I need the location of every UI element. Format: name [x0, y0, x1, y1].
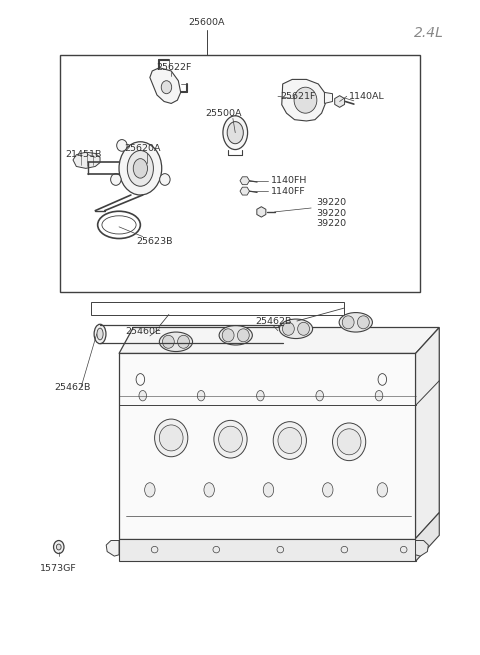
Ellipse shape	[160, 174, 170, 185]
Ellipse shape	[227, 122, 243, 143]
Polygon shape	[257, 207, 266, 217]
Text: 1140AL: 1140AL	[349, 92, 385, 101]
Ellipse shape	[342, 316, 354, 329]
Ellipse shape	[298, 322, 310, 335]
Text: 1140FH: 1140FH	[271, 176, 307, 185]
Text: 25600A: 25600A	[189, 18, 225, 28]
Ellipse shape	[279, 319, 312, 339]
Ellipse shape	[161, 81, 172, 94]
Ellipse shape	[159, 425, 183, 451]
Text: 1573GF: 1573GF	[40, 564, 77, 573]
Bar	[60, 55, 420, 291]
Text: 25500A: 25500A	[205, 109, 241, 119]
Ellipse shape	[162, 335, 174, 348]
Polygon shape	[282, 79, 325, 121]
Text: 39220: 39220	[316, 209, 346, 217]
Ellipse shape	[282, 322, 294, 335]
Polygon shape	[150, 67, 180, 103]
Ellipse shape	[110, 174, 121, 185]
Ellipse shape	[223, 116, 248, 149]
Text: 21451B: 21451B	[65, 150, 102, 159]
Text: 25462B: 25462B	[54, 383, 90, 392]
Ellipse shape	[127, 151, 154, 186]
Text: 1140FF: 1140FF	[271, 187, 306, 196]
Text: 39220: 39220	[316, 219, 346, 228]
Ellipse shape	[333, 423, 366, 460]
Ellipse shape	[222, 329, 234, 342]
Ellipse shape	[94, 324, 106, 344]
Ellipse shape	[178, 335, 190, 348]
Ellipse shape	[155, 419, 188, 457]
Ellipse shape	[159, 332, 192, 352]
Ellipse shape	[144, 483, 155, 497]
Ellipse shape	[339, 312, 372, 332]
Polygon shape	[335, 96, 345, 107]
Ellipse shape	[204, 483, 215, 497]
Polygon shape	[240, 187, 250, 195]
Ellipse shape	[337, 429, 361, 455]
Ellipse shape	[294, 87, 317, 113]
Text: 25462B: 25462B	[255, 316, 291, 326]
Polygon shape	[416, 328, 439, 538]
Text: 25621F: 25621F	[280, 92, 316, 101]
Polygon shape	[324, 92, 333, 103]
Ellipse shape	[316, 390, 324, 401]
Ellipse shape	[97, 328, 103, 340]
Ellipse shape	[214, 421, 247, 458]
Ellipse shape	[197, 390, 205, 401]
Ellipse shape	[139, 390, 146, 401]
Ellipse shape	[278, 428, 301, 453]
Ellipse shape	[358, 316, 369, 329]
Ellipse shape	[375, 390, 383, 401]
Ellipse shape	[277, 324, 288, 344]
Ellipse shape	[257, 390, 264, 401]
Ellipse shape	[323, 483, 333, 497]
Polygon shape	[119, 538, 416, 561]
Ellipse shape	[117, 140, 127, 151]
Polygon shape	[119, 354, 416, 538]
Ellipse shape	[263, 483, 274, 497]
Polygon shape	[106, 540, 119, 556]
Ellipse shape	[377, 483, 387, 497]
Polygon shape	[73, 152, 100, 168]
Text: 25620A: 25620A	[124, 145, 161, 153]
Ellipse shape	[219, 326, 252, 345]
Text: 25623B: 25623B	[136, 236, 173, 246]
Ellipse shape	[238, 329, 249, 342]
Ellipse shape	[273, 422, 306, 459]
Text: 39220: 39220	[316, 198, 346, 207]
Text: 2.4L: 2.4L	[414, 26, 444, 39]
Ellipse shape	[280, 328, 286, 340]
Ellipse shape	[54, 540, 64, 553]
Ellipse shape	[56, 544, 61, 550]
Text: 25622F: 25622F	[156, 64, 191, 72]
Ellipse shape	[219, 426, 242, 452]
Polygon shape	[119, 328, 439, 354]
Polygon shape	[240, 177, 250, 185]
Polygon shape	[416, 540, 428, 556]
Polygon shape	[416, 513, 439, 561]
Text: 25460E: 25460E	[125, 327, 161, 336]
Ellipse shape	[119, 141, 162, 195]
Ellipse shape	[133, 159, 147, 178]
